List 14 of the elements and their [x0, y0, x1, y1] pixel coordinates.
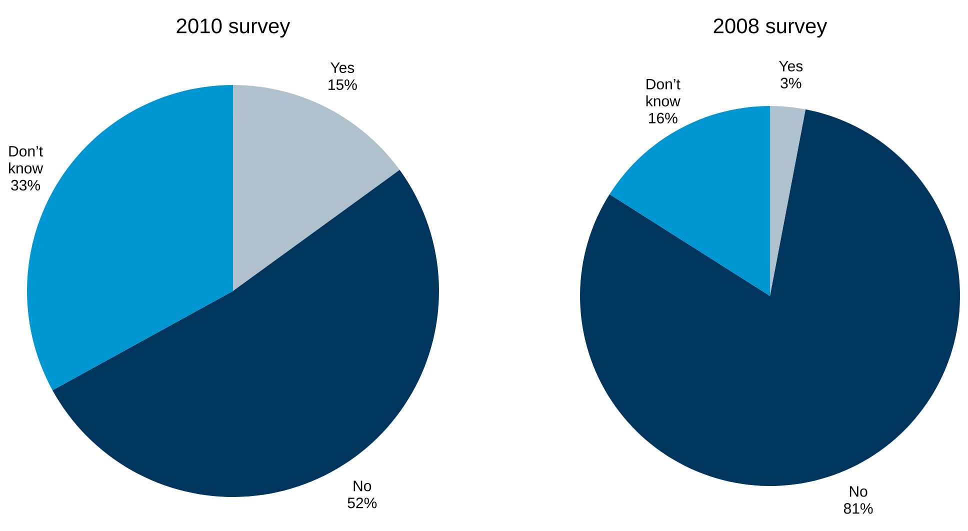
- data-label: 15%: [328, 79, 357, 90]
- chart-title: 2010 survey: [176, 18, 290, 38]
- data-label: 81%: [844, 503, 873, 514]
- slice-label: No: [354, 480, 372, 492]
- data-label: 52%: [348, 498, 377, 508]
- slice-label: Don’t know: [646, 78, 680, 106]
- slice-label: No: [850, 486, 868, 497]
- chart-title: 2008 survey: [714, 18, 828, 38]
- data-label: 16%: [649, 112, 678, 124]
- data-label: 3%: [780, 78, 802, 88]
- slice-label: Don’t know: [9, 146, 44, 174]
- slice-label: Yes: [330, 62, 354, 73]
- slice-label: Yes: [779, 60, 803, 72]
- data-label: 33%: [11, 180, 40, 191]
